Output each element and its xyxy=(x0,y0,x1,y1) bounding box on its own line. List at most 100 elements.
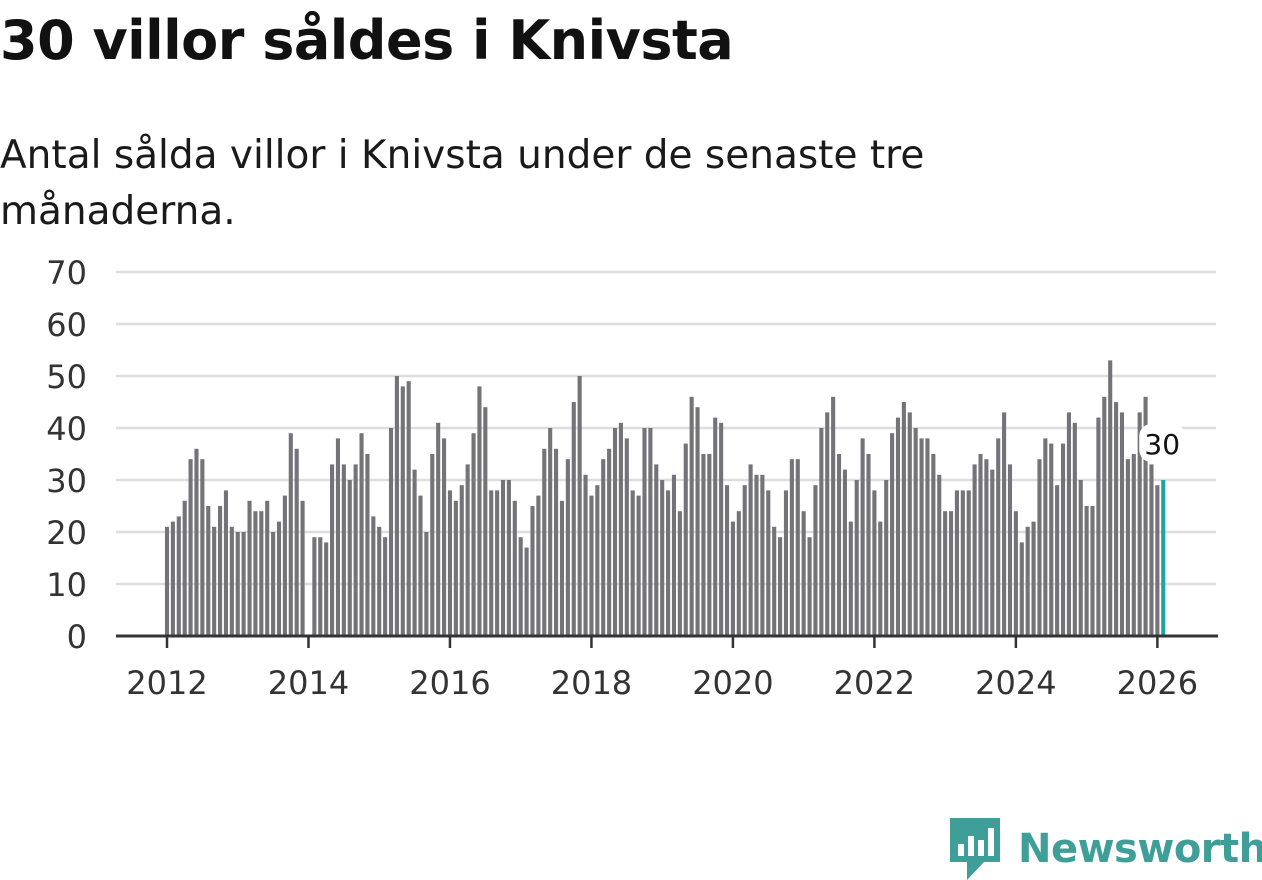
x-tick-label: 2014 xyxy=(268,664,349,702)
bar xyxy=(206,506,211,636)
bar xyxy=(719,422,724,636)
bar xyxy=(271,532,276,636)
bar xyxy=(241,532,246,636)
bar xyxy=(872,490,877,636)
bar xyxy=(359,433,364,636)
bar xyxy=(294,448,299,636)
bar xyxy=(259,511,264,636)
bar xyxy=(312,537,317,636)
bar xyxy=(642,428,647,636)
bar xyxy=(223,490,228,636)
bar xyxy=(430,454,435,636)
bar xyxy=(1031,521,1036,636)
bar xyxy=(1143,396,1148,636)
bar xyxy=(1072,422,1077,636)
bar xyxy=(636,495,641,636)
bar xyxy=(990,469,995,636)
bar xyxy=(530,506,535,636)
bar xyxy=(388,428,394,636)
bar xyxy=(542,448,547,636)
bar xyxy=(954,490,959,636)
bar xyxy=(1013,511,1018,636)
bar xyxy=(1114,402,1119,636)
bar xyxy=(453,500,458,636)
bar xyxy=(801,511,806,636)
bar xyxy=(247,500,252,636)
bar xyxy=(571,402,576,636)
y-tick-label: 70 xyxy=(46,254,87,292)
y-tick-label: 0 xyxy=(67,618,87,656)
bar xyxy=(182,500,187,636)
bar xyxy=(707,454,712,636)
bar xyxy=(789,459,794,636)
bar xyxy=(595,485,600,636)
x-tick-label: 2026 xyxy=(1117,664,1198,702)
bar xyxy=(848,521,853,636)
bar xyxy=(394,376,399,636)
bar xyxy=(813,485,818,636)
bar xyxy=(760,474,765,636)
bar xyxy=(300,500,305,636)
bar xyxy=(795,459,800,636)
y-tick-label: 40 xyxy=(46,410,87,448)
bar xyxy=(353,464,358,636)
bar xyxy=(371,516,376,636)
bar xyxy=(471,433,476,636)
x-tick-label: 2016 xyxy=(409,664,490,702)
bars xyxy=(164,360,1166,636)
bar xyxy=(500,480,506,636)
bar xyxy=(701,454,706,636)
bar xyxy=(778,537,783,636)
bar xyxy=(477,386,482,636)
bar xyxy=(671,474,677,636)
bar xyxy=(253,511,258,636)
bar xyxy=(724,485,730,636)
bar xyxy=(925,438,930,636)
bar xyxy=(966,490,971,636)
y-tick-label: 60 xyxy=(46,306,87,344)
bar xyxy=(884,480,889,636)
x-tick-label: 2020 xyxy=(692,664,773,702)
bar xyxy=(406,381,411,636)
bar xyxy=(854,480,859,636)
bar xyxy=(1055,485,1060,636)
bar xyxy=(447,490,453,636)
bar xyxy=(495,490,500,636)
bar xyxy=(512,500,517,636)
grid-lines xyxy=(116,270,1216,586)
bar xyxy=(377,526,382,636)
bar xyxy=(229,526,234,636)
bar xyxy=(736,511,741,636)
bar xyxy=(524,547,529,636)
bar xyxy=(730,521,735,636)
bar xyxy=(819,428,824,636)
bar xyxy=(972,464,977,636)
bar xyxy=(506,480,511,636)
bar xyxy=(937,474,942,636)
bar xyxy=(772,526,777,636)
bar xyxy=(1090,506,1095,636)
bar xyxy=(901,402,906,636)
bar xyxy=(612,428,618,636)
bar xyxy=(442,438,447,636)
bar xyxy=(695,407,700,636)
bar xyxy=(689,396,694,636)
bar xyxy=(276,521,282,636)
bar xyxy=(783,490,789,636)
bar xyxy=(1096,417,1101,636)
bar xyxy=(766,490,771,636)
bar xyxy=(984,459,989,636)
bar xyxy=(618,422,623,636)
bar xyxy=(583,474,588,636)
bar xyxy=(288,433,293,636)
bar xyxy=(577,376,582,636)
bar xyxy=(282,495,287,636)
x-tick-label: 2024 xyxy=(975,664,1056,702)
bar xyxy=(1037,459,1042,636)
bar xyxy=(866,454,871,636)
bar xyxy=(907,412,912,636)
bar xyxy=(919,438,924,636)
bar xyxy=(1025,526,1030,636)
bar xyxy=(176,516,181,636)
bar xyxy=(330,464,335,636)
